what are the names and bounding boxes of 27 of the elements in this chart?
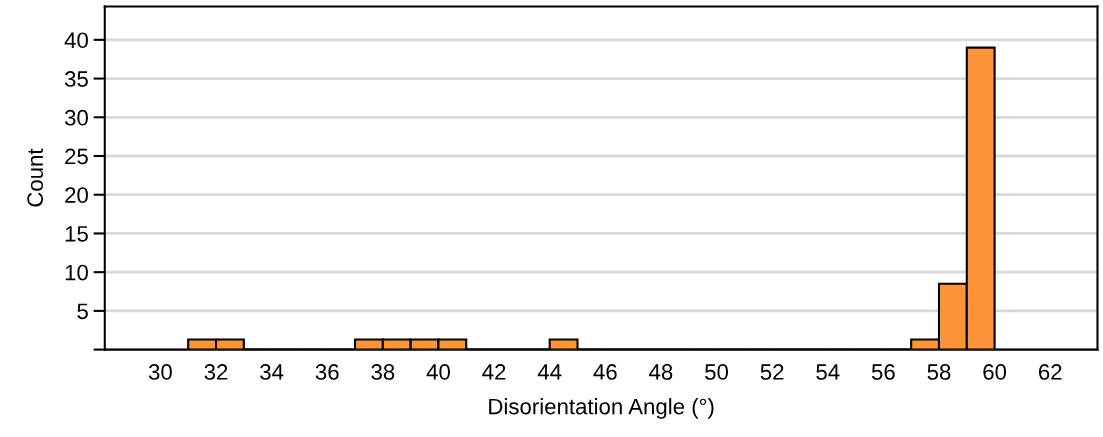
y-tick-label: 25 [65,148,88,165]
x-axis-title: Disorientation Angle (°) [489,398,714,419]
y-tick-label: 30 [64,109,88,126]
x-tick-label: 50 [705,364,729,380]
x-tick-label: 48 [649,364,673,380]
x-tick-label: 42 [482,364,506,380]
x-tick-label: 32 [204,364,228,380]
x-tick-label: 38 [371,364,395,380]
y-axis-title: Count [27,148,44,207]
y-tick-label: 10 [65,264,88,281]
x-tick-label: 56 [871,364,895,380]
x-tick-label: 34 [260,364,284,380]
y-tick-label: 15 [65,226,88,242]
x-tick-label: 40 [426,364,450,380]
y-tick-label: 40 [64,32,88,49]
x-tick-label: 60 [983,364,1007,380]
y-tick-label: 5 [77,303,88,320]
x-tick-label: 52 [760,364,784,380]
x-tick-label: 58 [927,364,951,380]
x-tick-label: 30 [148,364,172,380]
x-tick-label: 54 [816,364,840,380]
y-tick-label: 35 [64,71,88,87]
x-tick-label: 46 [593,364,617,380]
x-tick-label: 36 [315,364,339,380]
y-tick-label: 20 [65,187,88,203]
x-tick-label: 44 [537,364,562,380]
x-tick-label: 62 [1038,364,1062,380]
